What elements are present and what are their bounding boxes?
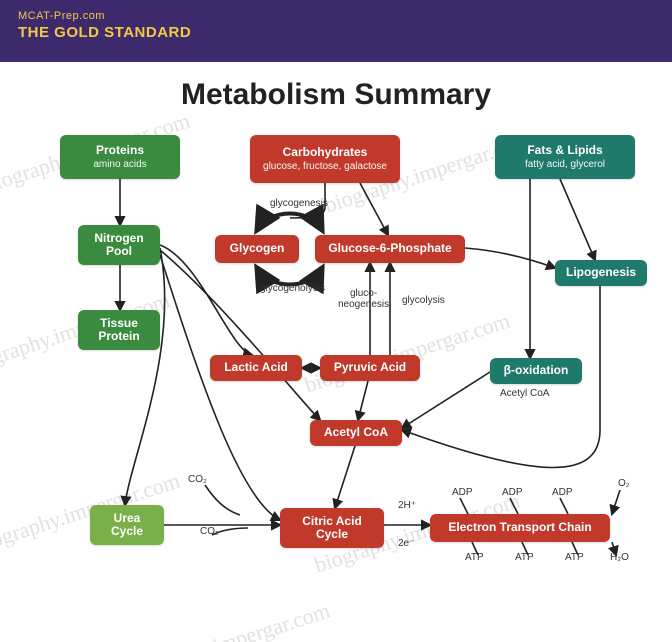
node-label: Electron Transport Chain (448, 521, 591, 534)
node-lactic: Lactic Acid (210, 355, 302, 381)
node-boxid: β-oxidation (490, 358, 582, 384)
label-adp3: ADP (552, 487, 573, 498)
diagram-canvas: MCAT-Prep.com THE GOLD STANDARD Metaboli… (0, 0, 672, 642)
label-glycogenolysis: glycogenolysis (260, 283, 325, 294)
edge-path (257, 214, 322, 231)
label-h2o: H₂O (610, 552, 629, 563)
label-co2b: CO₂ (200, 526, 219, 537)
label-glycogenesis: glycogenesis (270, 198, 328, 209)
node-label: Urea Cycle (111, 512, 143, 538)
label-atp2: ATP (515, 552, 534, 563)
node-g6p: Glucose-6-Phosphate (315, 235, 465, 263)
label-o2: O₂ (618, 478, 630, 489)
node-label: Lipogenesis (566, 266, 636, 279)
header-bar: MCAT-Prep.com THE GOLD STANDARD (0, 0, 672, 62)
node-fats: Fats & Lipids fatty acid, glycerol (495, 135, 635, 179)
edge-path (160, 255, 280, 520)
node-label: Glucose-6-Phosphate (328, 242, 451, 255)
node-label: Acetyl CoA (324, 426, 388, 439)
label-gluconeo: gluco- neogenesis (338, 288, 389, 310)
node-sublabel: fatty acid, glycerol (525, 159, 605, 170)
node-sublabel: amino acids (93, 159, 146, 170)
edge-path (612, 490, 620, 514)
label-glycolysis: glycolysis (402, 295, 445, 306)
node-label: Proteins (96, 144, 144, 157)
node-glycogen: Glycogen (215, 235, 299, 263)
node-label: Nitrogen Pool (94, 232, 143, 258)
header-subtitle: THE GOLD STANDARD (18, 24, 654, 41)
node-label: Carbohydrates (283, 146, 368, 159)
node-proteins: Proteins amino acids (60, 135, 180, 179)
label-h1: 2H⁺ (398, 500, 416, 511)
label-acetylnote: Acetyl CoA (500, 388, 549, 399)
node-pyruvic: Pyruvic Acid (320, 355, 420, 381)
edge-path (125, 248, 165, 505)
watermark-text: biography.impergar.com (301, 308, 513, 399)
node-label: Lactic Acid (224, 361, 288, 374)
label-adp1: ADP (452, 487, 473, 498)
node-carbs: Carbohydrates glucose, fructose, galactos… (250, 135, 400, 183)
node-lipogen: Lipogenesis (555, 260, 647, 286)
node-label: Tissue Protein (98, 317, 139, 343)
watermark-text: biography.impergar.com (121, 598, 333, 642)
node-label: Citric Acid Cycle (302, 515, 362, 541)
label-adp2: ADP (502, 487, 523, 498)
node-sublabel: glucose, fructose, galactose (263, 161, 387, 172)
node-label: Pyruvic Acid (334, 361, 406, 374)
edge-path (560, 179, 595, 260)
node-urea: Urea Cycle (90, 505, 164, 545)
node-label: Fats & Lipids (527, 144, 602, 157)
node-acoa: Acetyl CoA (310, 420, 402, 446)
edge-path (360, 183, 388, 235)
label-co2a: CO₂ (188, 474, 207, 485)
edge-path (358, 381, 368, 420)
edge-path (465, 248, 555, 268)
edge-path (335, 446, 355, 508)
label-atp3: ATP (565, 552, 584, 563)
node-citric: Citric Acid Cycle (280, 508, 384, 548)
node-etc: Electron Transport Chain (430, 514, 610, 542)
node-label: Glycogen (230, 242, 285, 255)
label-h2: 2e⁻ (398, 538, 414, 549)
header-brand: MCAT-Prep.com (18, 10, 654, 22)
label-atp1: ATP (465, 552, 484, 563)
node-tissue: Tissue Protein (78, 310, 160, 350)
edge-path (205, 485, 240, 515)
edge-path (160, 250, 320, 420)
node-npool: Nitrogen Pool (78, 225, 160, 265)
node-label: β-oxidation (504, 364, 569, 377)
diagram-title: Metabolism Summary (0, 78, 672, 112)
